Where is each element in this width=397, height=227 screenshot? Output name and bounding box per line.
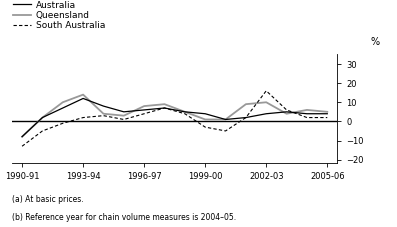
Text: (a) At basic prices.: (a) At basic prices. [12,195,83,204]
Text: %: % [371,37,380,47]
Legend: Australia, Queensland, South Australia: Australia, Queensland, South Australia [13,1,105,30]
Text: (b) Reference year for chain volume measures is 2004–05.: (b) Reference year for chain volume meas… [12,213,236,222]
